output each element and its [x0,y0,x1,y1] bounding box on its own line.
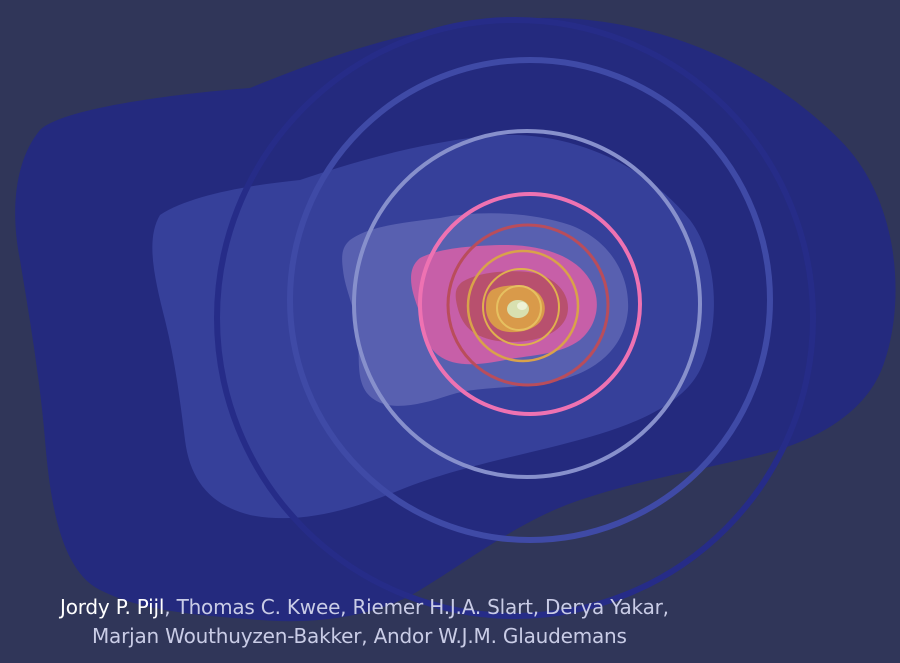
author-line-2: Marjan Wouthuyzen-Bakker, Andor W.J.M. G… [92,624,627,648]
ring-red [446,223,610,387]
ring-gold-inner [496,285,542,331]
ring-pink [418,192,642,416]
author-line-1: Jordy P. Pijl, Thomas C. Kwee, Riemer H.… [60,593,669,622]
ring-lavender [352,129,702,479]
ring-blue [287,57,773,543]
core-hotspot [507,300,529,318]
ring-outer-dark [214,17,816,619]
ring-gold-mid [482,268,560,346]
co-authors-line-1: , Thomas C. Kwee, Riemer H.J.A. Slart, D… [164,595,669,619]
ring-gold-outer [466,249,580,363]
lead-author: Jordy P. Pijl [60,595,165,619]
core-glow [517,302,527,310]
